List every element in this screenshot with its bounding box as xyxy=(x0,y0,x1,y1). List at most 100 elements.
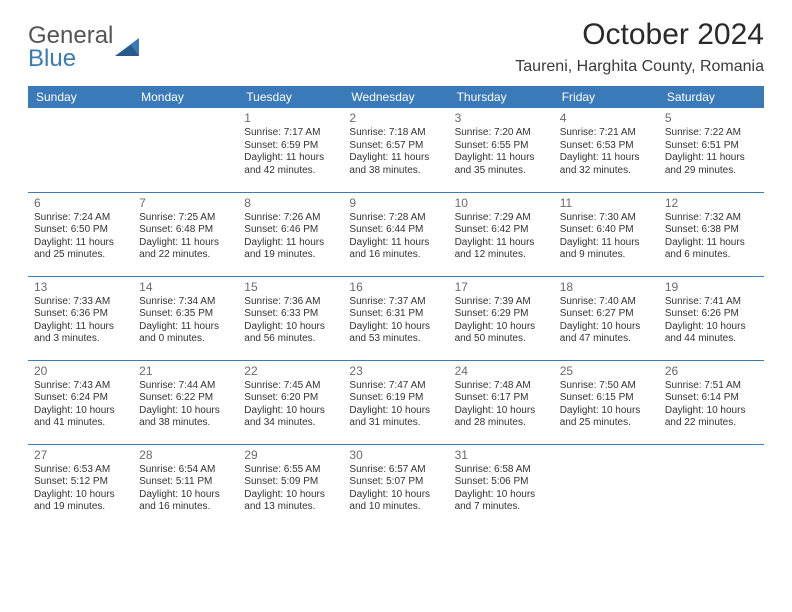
sunset-text: Sunset: 6:35 PM xyxy=(139,308,232,321)
day-number: 20 xyxy=(34,364,127,379)
daylight-text: and 56 minutes. xyxy=(244,333,337,346)
daylight-text: and 0 minutes. xyxy=(139,333,232,346)
sunrise-text: Sunrise: 7:29 AM xyxy=(455,212,548,225)
calendar-day-cell: 27Sunrise: 6:53 AMSunset: 5:12 PMDayligh… xyxy=(28,444,133,528)
day-number: 5 xyxy=(665,111,758,126)
daylight-text: and 42 minutes. xyxy=(244,165,337,178)
sunset-text: Sunset: 6:53 PM xyxy=(560,140,653,153)
calendar-day-cell: 23Sunrise: 7:47 AMSunset: 6:19 PMDayligh… xyxy=(343,360,448,444)
day-number: 28 xyxy=(139,448,232,463)
sunrise-text: Sunrise: 7:41 AM xyxy=(665,296,758,309)
daylight-text: and 25 minutes. xyxy=(34,249,127,262)
sunrise-text: Sunrise: 7:40 AM xyxy=(560,296,653,309)
sunrise-text: Sunrise: 7:50 AM xyxy=(560,380,653,393)
calendar-day-cell: 26Sunrise: 7:51 AMSunset: 6:14 PMDayligh… xyxy=(659,360,764,444)
sunrise-text: Sunrise: 7:21 AM xyxy=(560,127,653,140)
day-number: 1 xyxy=(244,111,337,126)
sunrise-text: Sunrise: 7:25 AM xyxy=(139,212,232,225)
day-number: 13 xyxy=(34,280,127,295)
daylight-text: and 25 minutes. xyxy=(560,417,653,430)
daylight-text: and 31 minutes. xyxy=(349,417,442,430)
header: General Blue October 2024 Taureni, Hargh… xyxy=(28,18,764,76)
calendar-empty-cell xyxy=(554,444,659,528)
calendar-day-cell: 9Sunrise: 7:28 AMSunset: 6:44 PMDaylight… xyxy=(343,192,448,276)
daylight-text: Daylight: 10 hours xyxy=(139,405,232,418)
sunrise-text: Sunrise: 7:18 AM xyxy=(349,127,442,140)
sunrise-text: Sunrise: 7:44 AM xyxy=(139,380,232,393)
calendar-day-cell: 13Sunrise: 7:33 AMSunset: 6:36 PMDayligh… xyxy=(28,276,133,360)
daylight-text: and 38 minutes. xyxy=(349,165,442,178)
sunset-text: Sunset: 6:24 PM xyxy=(34,392,127,405)
day-number: 19 xyxy=(665,280,758,295)
day-header: Sunday xyxy=(28,86,133,108)
sunset-text: Sunset: 6:19 PM xyxy=(349,392,442,405)
daylight-text: and 44 minutes. xyxy=(665,333,758,346)
daylight-text: Daylight: 10 hours xyxy=(560,405,653,418)
day-header: Friday xyxy=(554,86,659,108)
daylight-text: and 29 minutes. xyxy=(665,165,758,178)
day-header: Saturday xyxy=(659,86,764,108)
daylight-text: Daylight: 11 hours xyxy=(455,237,548,250)
sunset-text: Sunset: 5:11 PM xyxy=(139,476,232,489)
daylight-text: and 3 minutes. xyxy=(34,333,127,346)
calendar-day-cell: 25Sunrise: 7:50 AMSunset: 6:15 PMDayligh… xyxy=(554,360,659,444)
daylight-text: and 12 minutes. xyxy=(455,249,548,262)
calendar-day-cell: 19Sunrise: 7:41 AMSunset: 6:26 PMDayligh… xyxy=(659,276,764,360)
calendar-day-cell: 15Sunrise: 7:36 AMSunset: 6:33 PMDayligh… xyxy=(238,276,343,360)
sunrise-text: Sunrise: 7:30 AM xyxy=(560,212,653,225)
day-number: 17 xyxy=(455,280,548,295)
month-title: October 2024 xyxy=(515,18,764,52)
daylight-text: Daylight: 10 hours xyxy=(34,489,127,502)
calendar-body: 1Sunrise: 7:17 AMSunset: 6:59 PMDaylight… xyxy=(28,108,764,528)
sunrise-text: Sunrise: 6:55 AM xyxy=(244,464,337,477)
daylight-text: Daylight: 11 hours xyxy=(244,152,337,165)
day-number: 15 xyxy=(244,280,337,295)
daylight-text: Daylight: 10 hours xyxy=(244,321,337,334)
sunset-text: Sunset: 6:26 PM xyxy=(665,308,758,321)
title-block: October 2024 Taureni, Harghita County, R… xyxy=(515,18,764,76)
sunset-text: Sunset: 6:38 PM xyxy=(665,224,758,237)
sunrise-text: Sunrise: 7:47 AM xyxy=(349,380,442,393)
calendar-day-cell: 4Sunrise: 7:21 AMSunset: 6:53 PMDaylight… xyxy=(554,108,659,192)
sunset-text: Sunset: 6:22 PM xyxy=(139,392,232,405)
calendar-day-cell: 17Sunrise: 7:39 AMSunset: 6:29 PMDayligh… xyxy=(449,276,554,360)
daylight-text: Daylight: 10 hours xyxy=(455,321,548,334)
sunrise-text: Sunrise: 6:57 AM xyxy=(349,464,442,477)
day-number: 27 xyxy=(34,448,127,463)
daylight-text: Daylight: 10 hours xyxy=(139,489,232,502)
daylight-text: and 19 minutes. xyxy=(244,249,337,262)
daylight-text: Daylight: 10 hours xyxy=(244,405,337,418)
calendar-empty-cell xyxy=(659,444,764,528)
calendar-empty-cell xyxy=(28,108,133,192)
calendar-table: SundayMondayTuesdayWednesdayThursdayFrid… xyxy=(28,86,764,528)
sunset-text: Sunset: 6:44 PM xyxy=(349,224,442,237)
daylight-text: Daylight: 11 hours xyxy=(34,237,127,250)
day-number: 4 xyxy=(560,111,653,126)
day-number: 30 xyxy=(349,448,442,463)
sunset-text: Sunset: 6:36 PM xyxy=(34,308,127,321)
daylight-text: Daylight: 10 hours xyxy=(349,405,442,418)
daylight-text: Daylight: 10 hours xyxy=(665,405,758,418)
daylight-text: Daylight: 10 hours xyxy=(244,489,337,502)
daylight-text: and 6 minutes. xyxy=(665,249,758,262)
daylight-text: Daylight: 10 hours xyxy=(560,321,653,334)
daylight-text: and 32 minutes. xyxy=(560,165,653,178)
day-number: 26 xyxy=(665,364,758,379)
daylight-text: Daylight: 10 hours xyxy=(34,405,127,418)
sunrise-text: Sunrise: 7:48 AM xyxy=(455,380,548,393)
sunset-text: Sunset: 6:55 PM xyxy=(455,140,548,153)
sunset-text: Sunset: 6:14 PM xyxy=(665,392,758,405)
sunrise-text: Sunrise: 7:22 AM xyxy=(665,127,758,140)
calendar-day-cell: 20Sunrise: 7:43 AMSunset: 6:24 PMDayligh… xyxy=(28,360,133,444)
daylight-text: and 19 minutes. xyxy=(34,501,127,514)
calendar-day-cell: 2Sunrise: 7:18 AMSunset: 6:57 PMDaylight… xyxy=(343,108,448,192)
day-number: 6 xyxy=(34,196,127,211)
daylight-text: Daylight: 11 hours xyxy=(244,237,337,250)
day-number: 16 xyxy=(349,280,442,295)
daylight-text: Daylight: 11 hours xyxy=(560,237,653,250)
sunrise-text: Sunrise: 7:34 AM xyxy=(139,296,232,309)
day-number: 18 xyxy=(560,280,653,295)
logo-text-sub: Blue xyxy=(28,48,113,70)
daylight-text: Daylight: 11 hours xyxy=(139,237,232,250)
calendar-day-cell: 21Sunrise: 7:44 AMSunset: 6:22 PMDayligh… xyxy=(133,360,238,444)
